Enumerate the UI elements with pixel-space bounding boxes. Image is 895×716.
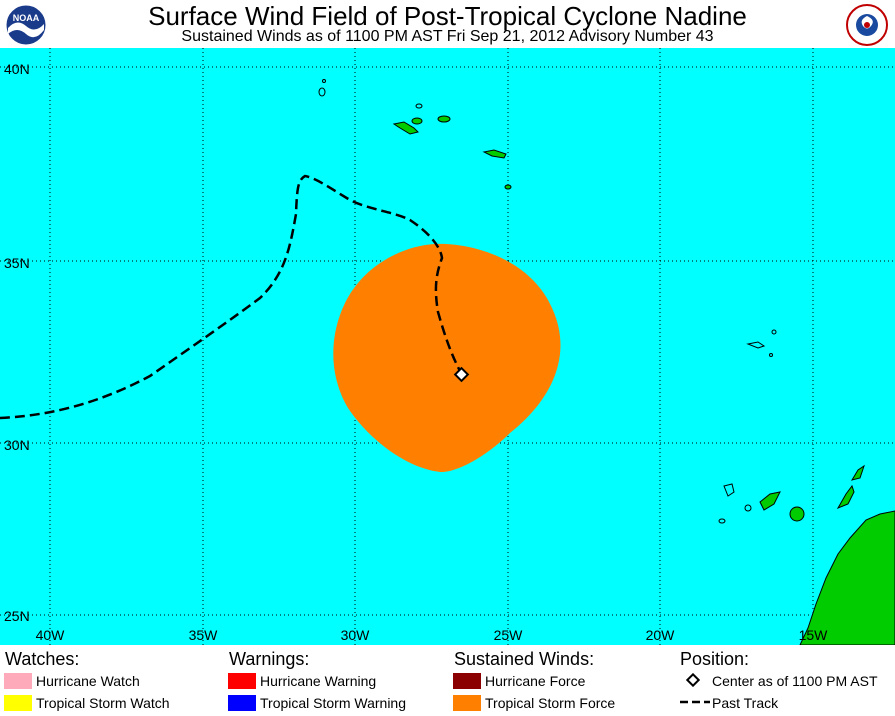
lon-label-30w: 30W xyxy=(341,627,371,643)
madeira-islands xyxy=(746,329,777,357)
longitude-labels: 40W 35W 30W 25W 20W 15W xyxy=(36,627,829,643)
tropical-storm-force-swatch xyxy=(453,695,481,711)
african-coast xyxy=(799,510,895,645)
legend-tropical-storm-force: Tropical Storm Force xyxy=(453,693,663,711)
hurricane-force-swatch xyxy=(453,673,481,689)
hurricane-warning-swatch xyxy=(228,673,256,689)
center-diamond-icon xyxy=(686,673,700,687)
map-title: Surface Wind Field of Post-Tropical Cycl… xyxy=(148,1,747,31)
legend-storm-center: Center as of 1100 PM AST xyxy=(680,671,892,689)
header: NOAA Surface Wind Field of Post-Tropical… xyxy=(0,0,895,48)
legend-tropical-storm-warning: Tropical Storm Warning xyxy=(228,693,438,711)
lat-label-40n: 40N xyxy=(4,61,30,77)
past-track-label: Past Track xyxy=(712,695,779,711)
legend-hurricane-warning: Hurricane Warning xyxy=(228,671,438,689)
legend: Watches: Hurricane Watch Tropical Storm … xyxy=(0,645,895,716)
position-heading: Position: xyxy=(680,649,750,669)
hurricane-watch-swatch xyxy=(4,673,32,689)
lon-label-40w: 40W xyxy=(36,627,66,643)
svg-text:NOAA: NOAA xyxy=(13,13,40,23)
hurricane-force-label: Hurricane Force xyxy=(485,673,586,689)
tropical-storm-force-wind-field xyxy=(333,243,561,473)
legend-hurricane-force: Hurricane Force xyxy=(453,671,663,689)
storm-center-marker xyxy=(453,366,470,383)
legend-tropical-storm-watch: Tropical Storm Watch xyxy=(4,693,214,711)
tropical-storm-force-label: Tropical Storm Force xyxy=(485,695,616,711)
hurricane-warning-label: Hurricane Warning xyxy=(260,673,377,689)
lon-label-35w: 35W xyxy=(189,627,219,643)
lon-label-25w: 25W xyxy=(494,627,524,643)
canary-islands xyxy=(718,464,865,524)
lon-label-15w: 15W xyxy=(799,627,829,643)
lat-label-35n: 35N xyxy=(4,255,30,271)
past-track-dash-icon xyxy=(680,700,710,704)
latitude-labels: 40N 35N 30N 25N xyxy=(4,61,30,624)
tropical-storm-warning-label: Tropical Storm Warning xyxy=(260,695,407,711)
watches-heading: Watches: xyxy=(5,649,80,669)
lat-label-25n: 25N xyxy=(4,608,30,624)
lat-label-30n: 30N xyxy=(4,437,30,453)
lon-label-20w: 20W xyxy=(646,627,676,643)
sustained-winds-heading: Sustained Winds: xyxy=(454,649,595,669)
tropical-storm-warning-swatch xyxy=(228,695,256,711)
legend-hurricane-watch: Hurricane Watch xyxy=(4,671,214,689)
azores-islands xyxy=(318,79,512,190)
center-label: Center as of 1100 PM AST xyxy=(712,673,878,689)
map-subtitle: Sustained Winds as of 1100 PM AST Fri Se… xyxy=(181,28,714,45)
legend-past-track: Past Track xyxy=(680,693,892,711)
hurricane-watch-label: Hurricane Watch xyxy=(36,673,140,689)
tropical-storm-watch-swatch xyxy=(4,695,32,711)
tropical-storm-watch-label: Tropical Storm Watch xyxy=(36,695,170,711)
past-track-line xyxy=(0,174,464,420)
warnings-heading: Warnings: xyxy=(229,649,310,669)
noaa-logo-icon: NOAA xyxy=(5,4,47,46)
wind-field-map: 40N 35N 30N 25N 40W 35W 30W 25W 20W 15W xyxy=(0,48,895,645)
nws-logo-icon xyxy=(846,4,888,46)
